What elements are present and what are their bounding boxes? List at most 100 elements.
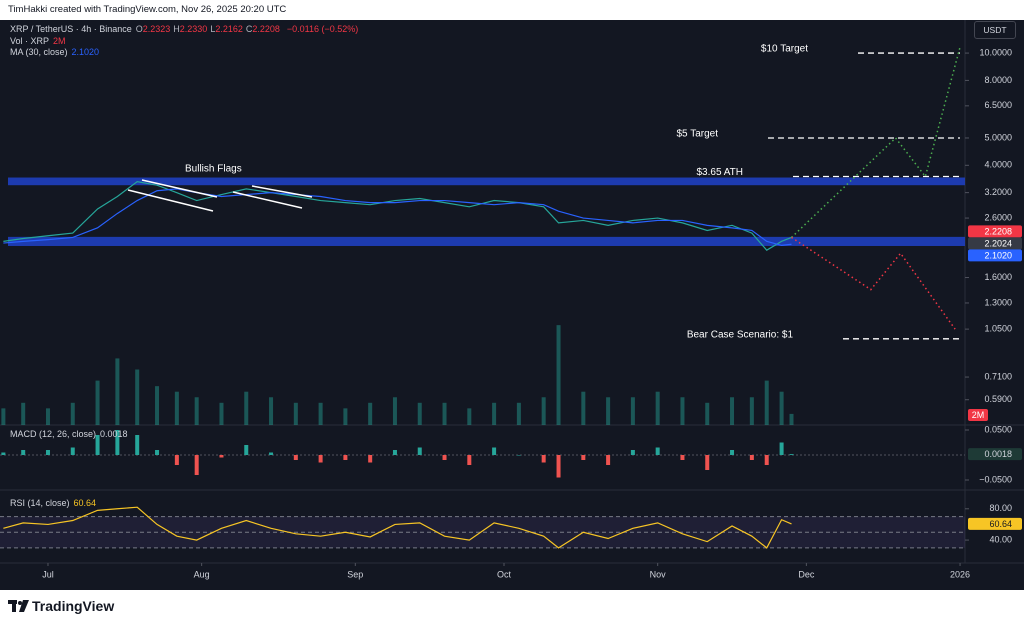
x-tick-label: Dec: [798, 569, 815, 579]
macd-bar: [606, 455, 611, 465]
annotation: Bullish Flags: [185, 164, 242, 175]
price-label: 2.2208: [984, 226, 1012, 236]
symbol-title: XRP / TetherUS · 4h · Binance: [10, 24, 132, 34]
macd-bar: [705, 455, 710, 470]
volume-bar: [343, 408, 348, 425]
ma-value: 2.1020: [71, 47, 100, 57]
macd-bar: [269, 452, 274, 455]
header: TimHakki created with TradingView.com, N…: [0, 0, 1024, 20]
volume-bar: [70, 402, 75, 425]
y-tick-label: 2.6000: [984, 212, 1012, 222]
volume-bar: [556, 325, 561, 425]
volume-bar: [442, 402, 447, 425]
volume-bar: [392, 397, 397, 425]
macd-bar: [541, 455, 546, 463]
macd-bar: [516, 455, 521, 456]
plot-layer: 10.0000 8.0000 6.5000 5.0000 4.0000 3.2000 2.6…: [0, 44, 1022, 579]
x-tick-label: Jul: [42, 569, 54, 579]
price-label-box: [968, 448, 1022, 461]
ohlc-value: 2.2208: [252, 24, 280, 34]
volume-bar: [764, 380, 769, 425]
volume-bar: [115, 358, 120, 425]
volume-bar: [680, 397, 685, 425]
y-tick-label: 80.00: [989, 503, 1012, 513]
volume-bar: [21, 402, 26, 425]
flag-drawings: [127, 179, 313, 212]
ohlc: O2.2323 H2.2330 L2.2162 C2.2208: [136, 24, 283, 34]
volume-bar: [779, 391, 784, 425]
macd-bar: [343, 455, 348, 460]
y-tick-label: 5.0000: [984, 132, 1012, 142]
volume-bar: [194, 397, 199, 425]
zone: [8, 236, 965, 246]
ohlc-label: O: [135, 24, 143, 34]
volume-bar: [1, 408, 6, 425]
macd-bar: [45, 450, 50, 455]
volume-bar: [655, 391, 660, 425]
volume-value: 2M: [53, 36, 66, 46]
volume-bar: [606, 397, 611, 425]
rsi-band: [0, 516, 965, 548]
currency-button[interactable]: USDT: [974, 21, 1016, 39]
volume-bar: [516, 402, 521, 425]
rsi-name: RSI (14, close): [10, 498, 70, 508]
macd-bar: [318, 455, 323, 463]
volume-bar: [541, 397, 546, 425]
chart-background: [0, 20, 1024, 590]
price-label: 2.2024: [984, 238, 1012, 248]
y-tick-label: 4.0000: [984, 160, 1012, 170]
legend: RSI (14, close) 60.64: [10, 498, 100, 508]
price-label: 60.64: [989, 519, 1012, 529]
y-tick-label: 1.6000: [984, 272, 1012, 282]
price-line: [3, 181, 792, 251]
y-tick-label: 8.0000: [984, 75, 1012, 85]
volume-bar: [269, 397, 274, 425]
x-tick-label: Sep: [347, 569, 363, 579]
macd-bar: [194, 455, 199, 475]
target-label: Bear Case Scenario: $1: [687, 329, 794, 340]
flag-line: [251, 185, 313, 198]
x-tick-label: Oct: [497, 569, 512, 579]
price-label-box: [968, 517, 1022, 530]
macd-bar: [155, 450, 160, 455]
macd-bar: [680, 455, 685, 460]
ohlc-label: C: [245, 24, 253, 34]
x-tick-label: Nov: [650, 569, 667, 579]
volume-bar: [368, 402, 373, 425]
y-tick-label: 1.3000: [984, 297, 1012, 307]
price-label: 0.0018: [984, 449, 1012, 459]
ma-name: MA (30, close): [10, 47, 68, 57]
macd-bar: [581, 455, 586, 460]
volume-bar: [293, 402, 298, 425]
flag-line: [232, 191, 303, 209]
credit: TimHakki created with TradingView.com, N…: [8, 4, 287, 15]
macd-bar: [749, 455, 754, 460]
macd-bar: [467, 455, 472, 465]
y-tick-label: 40.00: [989, 534, 1012, 544]
volume-bar: [417, 402, 422, 425]
macd-bar: [392, 450, 397, 455]
y-tick-label: 1.0500: [984, 324, 1012, 334]
macd-bar: [630, 450, 635, 455]
volume-bar: [730, 397, 735, 425]
scenario-path: [791, 236, 956, 330]
flag-line: [141, 179, 218, 198]
macd-bar: [244, 445, 249, 455]
price-label-box: [968, 237, 1022, 250]
ma-line: [3, 188, 792, 247]
macd-bar: [764, 455, 769, 465]
volume-bar: [95, 380, 100, 425]
macd-bar: [556, 455, 561, 478]
y-tick-label: 0.0500: [984, 424, 1012, 434]
price-label-box: [968, 249, 1022, 262]
rsi-value: 60.64: [73, 498, 97, 508]
change: −0.0116 (−0.52%): [286, 24, 359, 34]
macd-bar: [730, 450, 735, 455]
chart: 10.0000 8.0000 6.5000 5.0000 4.0000 3.2000 2.6…: [0, 20, 1024, 590]
volume-bar: [135, 369, 140, 425]
price-label-box: [968, 225, 1022, 238]
target-label: $5 Target: [676, 129, 718, 140]
volume-bar: [467, 408, 472, 425]
legend: MA (30, close) 2.1020: [10, 47, 103, 57]
